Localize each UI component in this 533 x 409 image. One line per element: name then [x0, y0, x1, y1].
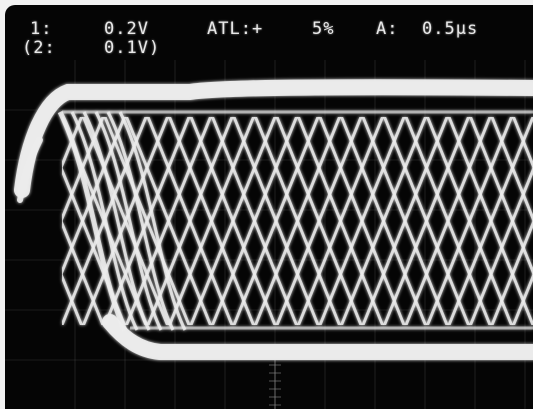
trace-rising-diagonal	[383, 117, 470, 325]
trace-rising-diagonal	[189, 117, 277, 325]
channel-1-scale: 0.2V	[104, 19, 149, 39]
trace-falling-diagonal	[490, 117, 533, 325]
signal-envelope	[14, 79, 533, 360]
leading-edge-trace	[57, 110, 128, 332]
trace-rising-diagonal	[125, 117, 212, 325]
trace-rising-diagonal	[426, 117, 513, 325]
channel-1-label: 1:	[30, 19, 53, 39]
lower-rail-trace	[102, 314, 533, 360]
leading-edge-trace	[94, 111, 163, 331]
trace-rising-diagonal	[62, 117, 83, 325]
trace-rising-diagonal	[512, 117, 533, 325]
trace-falling-diagonal	[62, 117, 105, 325]
trace-rising-diagonal	[275, 117, 363, 325]
trace-rising-diagonal	[361, 117, 449, 325]
trace-rising-diagonal	[146, 117, 234, 325]
trace-rising-diagonal	[318, 117, 406, 325]
channel-2-scale: 0.1V)	[104, 38, 161, 58]
leading-edge-trace	[70, 111, 139, 331]
upper-rail-trace	[14, 79, 533, 198]
left-edge-trace	[17, 137, 43, 203]
trace-falling-diagonal	[512, 117, 533, 325]
timebase-value: 0.5µs	[422, 19, 479, 39]
trace-rising-diagonal	[211, 117, 298, 325]
timebase-label: A:	[376, 19, 399, 39]
trace-falling-diagonal	[0, 117, 17, 325]
trace-rising-diagonal	[447, 117, 533, 325]
trace-falling-diagonal	[469, 117, 533, 325]
trace-falling-diagonal	[62, 117, 83, 325]
trace-rising-diagonal	[297, 117, 384, 325]
trace-rising-diagonal	[62, 117, 148, 325]
trace-rising-diagonal	[404, 117, 492, 325]
trace-rising-diagonal	[254, 117, 341, 325]
leading-edge-trace	[118, 111, 187, 331]
trigger-level-label: ATL:+	[207, 19, 264, 39]
trace-rising-diagonal	[232, 117, 320, 325]
trigger-level-value: 5%	[312, 19, 335, 39]
channel-2-label: (2:	[22, 38, 56, 58]
trace-rising-diagonal	[103, 117, 191, 325]
trace-rising-diagonal	[168, 117, 255, 325]
leading-edge-trace	[106, 111, 175, 331]
eye-pattern-traces	[0, 117, 533, 325]
trace-rising-diagonal	[469, 117, 533, 325]
trace-rising-diagonal	[340, 117, 427, 325]
leading-edge-trace	[82, 111, 151, 331]
trace-rising-diagonal	[0, 117, 17, 325]
trace-rising-diagonal	[82, 117, 169, 325]
trace-rising-diagonal	[490, 117, 533, 325]
lattice-clip-group	[0, 117, 533, 325]
